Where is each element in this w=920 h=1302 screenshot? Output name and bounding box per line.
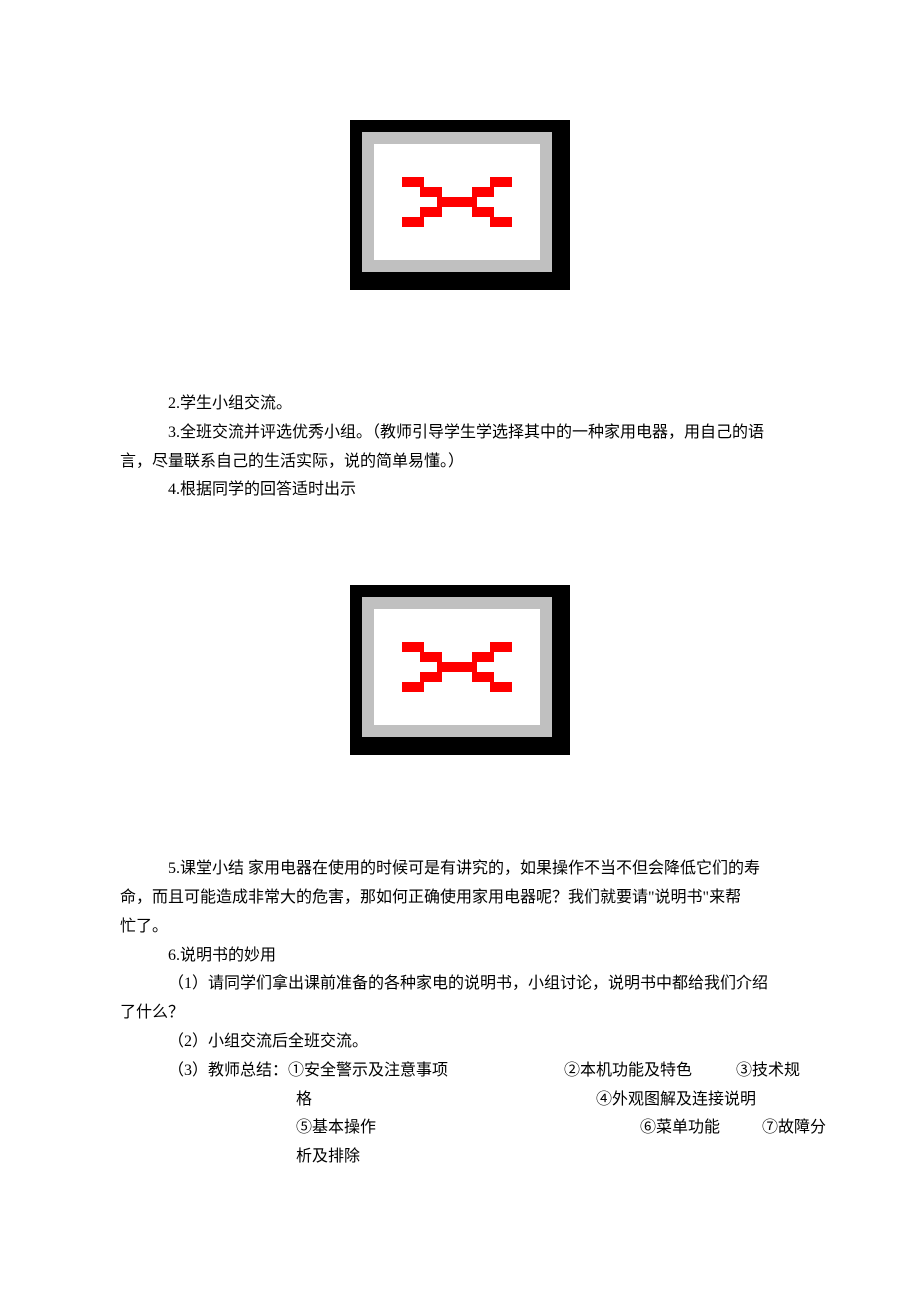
summary-item-6: ⑥菜单功能 bbox=[640, 1114, 720, 1143]
text-line: 5.课堂小结 家用电器在使用的时候可是有讲究的，如果操作不当不但会降低它们的寿 bbox=[120, 855, 800, 884]
summary-prefix: （3）教师总结： bbox=[168, 1057, 288, 1086]
summary-item-3b: 格 bbox=[296, 1086, 312, 1115]
text-line: （1）请同学们拿出课前准备的各种家电的说明书，小组讨论，说明书中都给我们介绍 bbox=[120, 970, 800, 999]
broken-image-placeholder-1 bbox=[120, 120, 800, 290]
text-line: 6.说明书的妙用 bbox=[120, 942, 800, 971]
summary-row-2: 格 ④外观图解及连接说明 bbox=[120, 1086, 800, 1115]
text-line: 4.根据同学的回答适时出示 bbox=[120, 476, 800, 505]
summary-item-3: ③技术规 bbox=[736, 1057, 800, 1086]
text-line: 2.学生小组交流。 bbox=[120, 390, 800, 419]
text-line: 3.全班交流并评选优秀小组。（教师引导学生学选择其中的一种家用电器，用自己的语 bbox=[120, 419, 800, 448]
section-1: 2.学生小组交流。 3.全班交流并评选优秀小组。（教师引导学生学选择其中的一种家… bbox=[120, 390, 800, 505]
summary-item-7: ⑦故障分 bbox=[762, 1114, 826, 1143]
text-line: 忙了。 bbox=[120, 913, 800, 942]
text-line: 命，而且可能造成非常大的危害，那如何正确使用家用电器呢？我们就要请"说明书"来帮 bbox=[120, 884, 800, 913]
summary-item-7b: 析及排除 bbox=[296, 1143, 360, 1172]
summary-intro-row: （3）教师总结： ①安全警示及注意事项 ②本机功能及特色 ③技术规 bbox=[120, 1057, 800, 1086]
text-line: 了什么？ bbox=[120, 999, 800, 1028]
section-2: 5.课堂小结 家用电器在使用的时候可是有讲究的，如果操作不当不但会降低它们的寿 … bbox=[120, 855, 800, 1172]
image-border bbox=[362, 597, 552, 737]
broken-x-icon bbox=[402, 177, 512, 227]
broken-image-placeholder-2 bbox=[120, 585, 800, 755]
summary-item-5: ⑤基本操作 bbox=[296, 1114, 376, 1143]
image-frame bbox=[350, 585, 570, 755]
image-border bbox=[362, 132, 552, 272]
image-frame bbox=[350, 120, 570, 290]
summary-row-4: 析及排除 bbox=[120, 1143, 800, 1172]
text-line: 言，尽量联系自己的生活实际，说的简单易懂。） bbox=[120, 448, 800, 477]
image-bg bbox=[374, 609, 540, 725]
summary-item-2: ②本机功能及特色 bbox=[564, 1057, 692, 1086]
image-bg bbox=[374, 144, 540, 260]
text-line: （2）小组交流后全班交流。 bbox=[120, 1028, 800, 1057]
summary-item-1: ①安全警示及注意事项 bbox=[288, 1057, 448, 1086]
broken-x-icon bbox=[402, 642, 512, 692]
summary-item-4: ④外观图解及连接说明 bbox=[596, 1086, 756, 1115]
summary-row-3: ⑤基本操作 ⑥菜单功能 ⑦故障分 bbox=[120, 1114, 800, 1143]
